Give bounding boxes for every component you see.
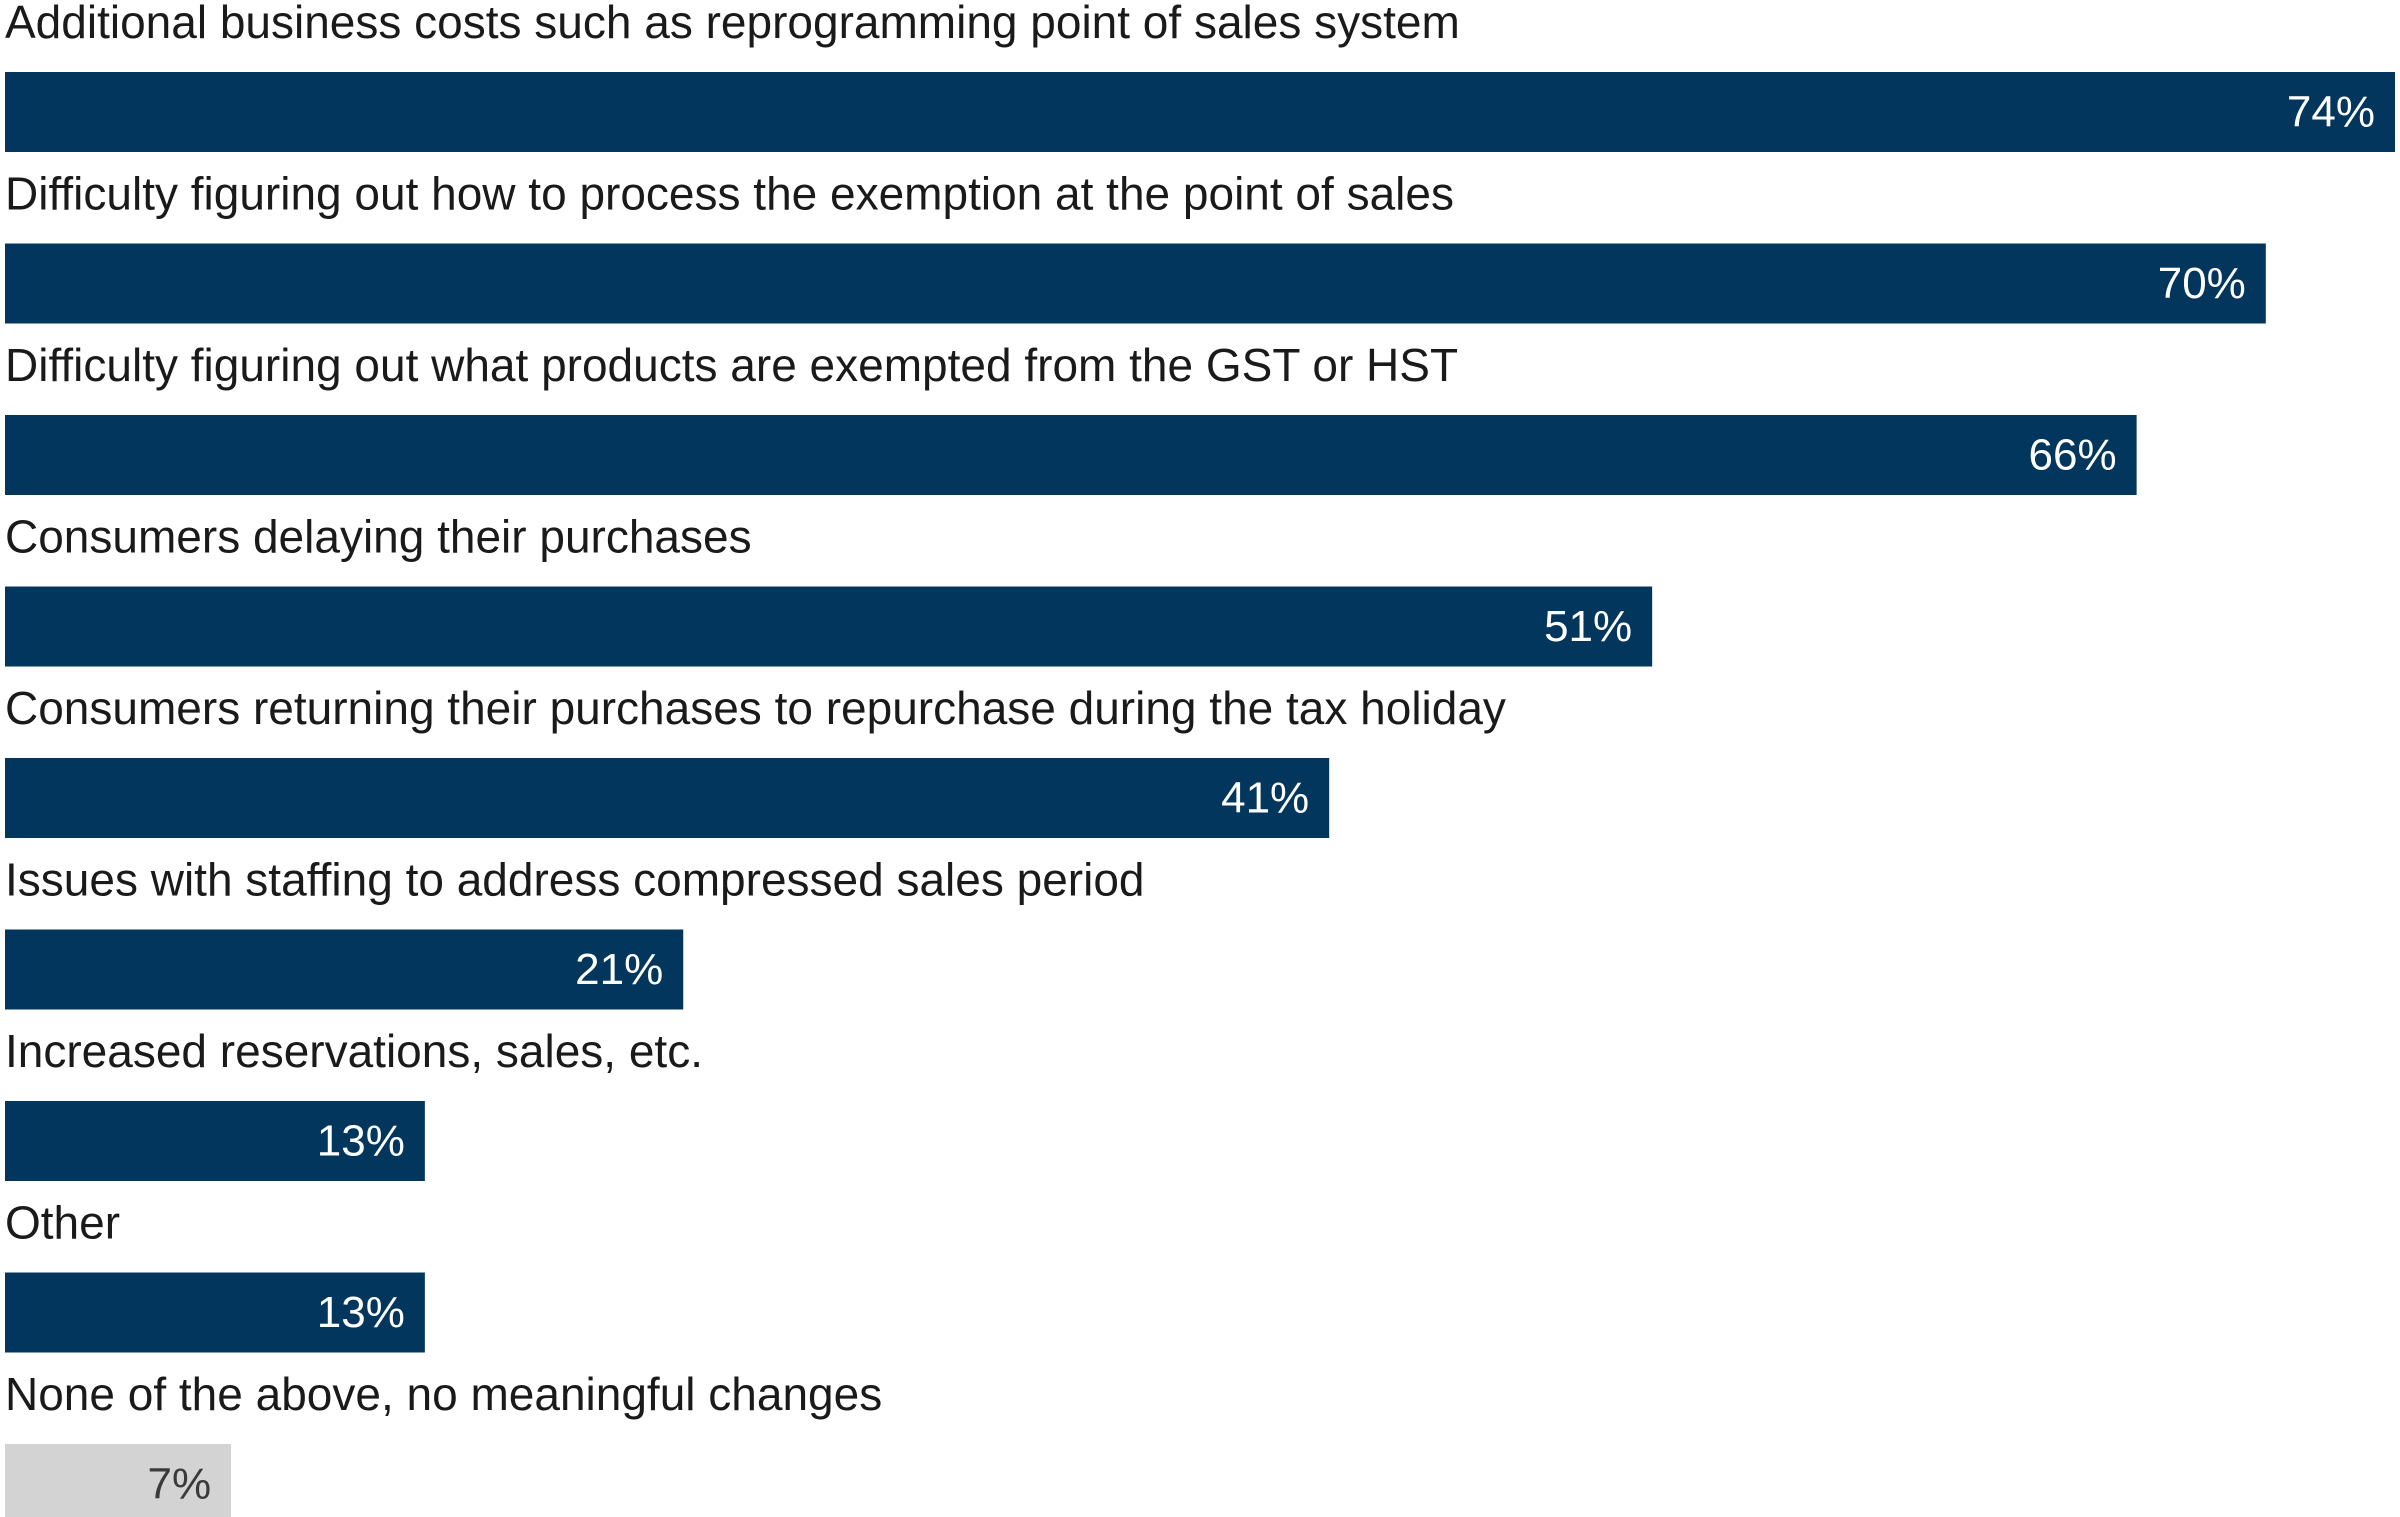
bar-row: Consumers returning their purchases to r… (5, 682, 1506, 838)
value-label: 13% (317, 1117, 405, 1166)
category-label: Increased reservations, sales, etc. (5, 1025, 703, 1077)
value-label: 66% (2029, 431, 2117, 480)
bar-row: Difficulty figuring out what products ar… (5, 339, 2137, 495)
category-label: Consumers delaying their purchases (5, 511, 752, 563)
bar-row: Issues with staffing to address compress… (5, 854, 1145, 1010)
value-label: 13% (317, 1288, 405, 1337)
category-label: Other (5, 1197, 120, 1249)
bar (5, 72, 2395, 152)
bar-row: Additional business costs such as reprog… (5, 0, 2395, 152)
bar (5, 1272, 425, 1353)
bar (5, 1101, 425, 1181)
bar (5, 243, 2266, 324)
category-label: Additional business costs such as reprog… (5, 0, 1460, 48)
bar-row: Other 13% (5, 1197, 425, 1353)
bar-row: None of the above, no meaningful changes… (5, 1368, 882, 1517)
bar-row: Difficulty figuring out how to process t… (5, 168, 2266, 324)
bar (5, 586, 1653, 667)
bar (5, 929, 684, 1010)
bar-row: Consumers delaying their purchases 51% (5, 511, 1653, 667)
bar (5, 758, 1330, 838)
value-label: 51% (1544, 602, 1632, 651)
value-label: 74% (2287, 88, 2375, 137)
bar-row: Increased reservations, sales, etc. 13% (5, 1025, 703, 1181)
value-label: 70% (2158, 259, 2246, 308)
category-label: Difficulty figuring out how to process t… (5, 168, 1454, 220)
bar (5, 1444, 232, 1517)
category-label: None of the above, no meaningful changes (5, 1368, 882, 1420)
bar (5, 415, 2137, 495)
value-label: 7% (147, 1460, 211, 1509)
category-label: Consumers returning their purchases to r… (5, 682, 1506, 734)
category-label: Difficulty figuring out what products ar… (5, 339, 1458, 391)
category-label: Issues with staffing to address compress… (5, 854, 1145, 906)
value-label: 41% (1221, 774, 1309, 823)
value-label: 21% (575, 945, 663, 994)
